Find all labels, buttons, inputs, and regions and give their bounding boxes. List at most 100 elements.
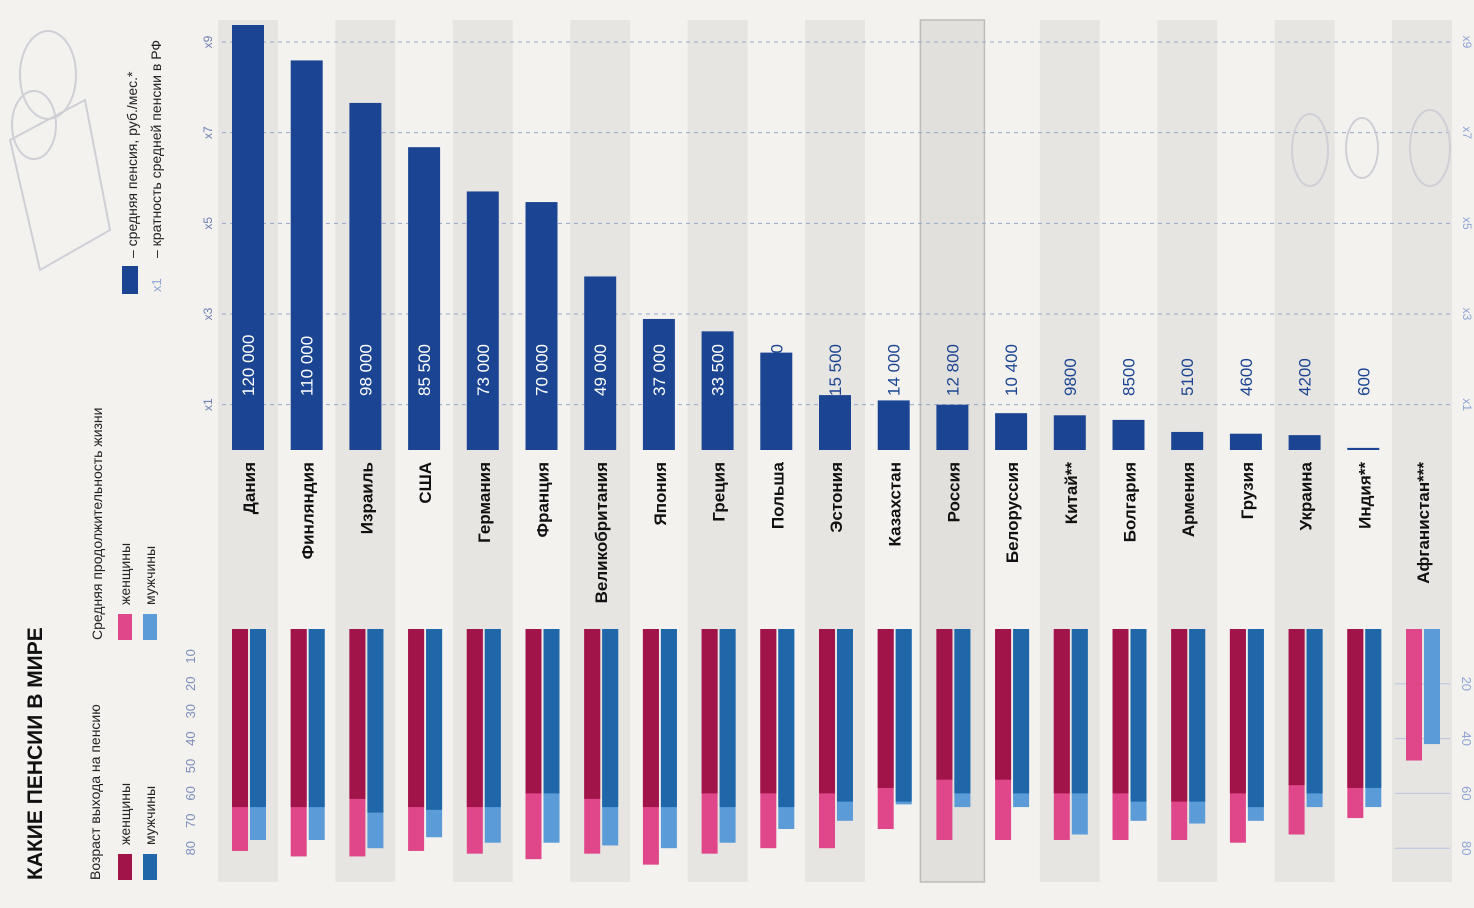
retirement-women-bar (290, 629, 307, 808)
pension-value-label: 27 500 (767, 344, 786, 396)
pension-value-label: 10 400 (1002, 344, 1021, 396)
pension-value-label: 9800 (1061, 358, 1080, 396)
retirement-men-bar (602, 629, 619, 808)
pension-value-label: 98 000 (356, 344, 375, 396)
retirement-women-bar (466, 629, 483, 808)
retirement-men-bar (660, 629, 677, 808)
retirement-men-bar (837, 629, 853, 802)
legend-retirement-men-swatch (143, 854, 157, 880)
pension-bar (466, 191, 499, 451)
retirement-men-bar (1189, 629, 1206, 802)
retirement-women-bar (584, 629, 601, 799)
pension-bar (1053, 415, 1086, 450)
pension-value-label: 33 500 (709, 344, 728, 396)
retirement-women-bar (408, 629, 425, 808)
pension-bar (995, 413, 1028, 450)
age-tick-right: 60 (1459, 786, 1474, 800)
country-label: Польша (768, 461, 787, 529)
pension-value-label: 120 000 (239, 335, 258, 396)
pension-bar (349, 102, 382, 451)
retirement-women-bar (1288, 629, 1305, 786)
coin-decoration (8, 30, 1451, 272)
retirement-men-bar (778, 629, 795, 808)
pension-bar (819, 395, 851, 450)
legend-multiple-label: – кратность средней пенсии в РФ (148, 40, 164, 258)
multiple-tick-right: x1 (1460, 398, 1474, 411)
country-label: Дания (240, 462, 259, 514)
retirement-men-bar (484, 629, 501, 808)
retirement-women-bar (1229, 629, 1246, 794)
country-label: Великобритания (592, 462, 611, 603)
retirement-men-bar (543, 629, 560, 794)
legend-life-heading: Средняя продолжительность жизни (89, 408, 105, 640)
pension-value-label: 73 000 (474, 344, 493, 396)
retirement-women-bar (1347, 629, 1364, 788)
legend-life-men-label: мужчины (142, 546, 158, 605)
age-tick-left: 80 (183, 841, 198, 855)
pension-bar (1288, 435, 1321, 450)
coin-icon (19, 30, 77, 120)
country-label: Эстония (827, 462, 846, 533)
country-label: Грузия (1238, 462, 1257, 519)
retirement-men-bar (426, 629, 443, 810)
pension-bar (1171, 431, 1204, 450)
life-men-bar (1424, 629, 1440, 745)
pension-bar (290, 60, 323, 451)
age-tick-right: 20 (1459, 677, 1474, 691)
retirement-men-bar (895, 629, 912, 802)
pension-value-label: 110 000 (298, 336, 317, 396)
pension-bar (1112, 419, 1145, 450)
country-label: Индия** (1355, 462, 1374, 529)
pension-bar (1347, 447, 1380, 450)
retirement-men-bar (1247, 629, 1264, 808)
country-label: Германия (475, 462, 494, 543)
country-label: Белоруссия (1003, 462, 1022, 563)
country-label: США (416, 462, 435, 504)
retirement-women-bar (701, 629, 718, 794)
multiple-tick-right: x3 (1460, 308, 1474, 321)
country-label: Болгария (1121, 462, 1140, 542)
multiple-tick-right: x7 (1460, 126, 1474, 139)
country-label: Китай** (1062, 462, 1081, 525)
legend-life-men-swatch (143, 614, 157, 640)
retirement-men-bar (1013, 629, 1030, 794)
pension-bar (408, 147, 441, 450)
country-label: Афганистан*** (1414, 462, 1433, 584)
retirement-women-bar (819, 629, 835, 794)
age-tick-left: 40 (183, 731, 198, 745)
retirement-men-bar (1306, 629, 1323, 794)
age-tick-left: 70 (183, 814, 198, 828)
retirement-women-bar (760, 629, 777, 794)
legend-multiple-icon: x1 (149, 278, 164, 292)
retirement-women-bar (642, 629, 659, 808)
legend-pension-swatch (122, 266, 138, 294)
pension-bar (584, 276, 617, 450)
multiple-tick-left: x5 (201, 217, 215, 230)
retirement-women-bar (936, 629, 953, 780)
pension-value-label: 49 000 (591, 344, 610, 396)
retirement-men-bar (367, 629, 384, 813)
country-label: Армения (1179, 462, 1198, 537)
pension-bar (1229, 433, 1262, 450)
retirement-women-bar (877, 629, 894, 788)
legend-retirement-women-label: женщины (117, 783, 133, 845)
country-label: Казахстан (886, 462, 905, 546)
retirement-men-bar (719, 629, 736, 808)
country-label: Украина (1297, 461, 1316, 530)
multiple-tick-left: x1 (201, 398, 215, 411)
age-tick-left: 60 (183, 786, 198, 800)
retirement-women-bar (232, 629, 248, 808)
age-tick-right: 80 (1459, 841, 1474, 855)
multiple-tick-left: x9 (201, 35, 215, 48)
retirement-men-bar (1130, 629, 1147, 802)
multiple-tick-right: x5 (1460, 217, 1474, 230)
age-tick-left: 50 (183, 759, 198, 773)
country-label: Франция (534, 462, 553, 537)
retirement-men-bar (954, 629, 971, 794)
age-tick-left: 10 (183, 649, 198, 663)
banknote-icon (8, 98, 112, 272)
pension-bar (936, 404, 969, 450)
pension-value-label: 8500 (1120, 358, 1139, 396)
coin-icon (1345, 117, 1379, 179)
